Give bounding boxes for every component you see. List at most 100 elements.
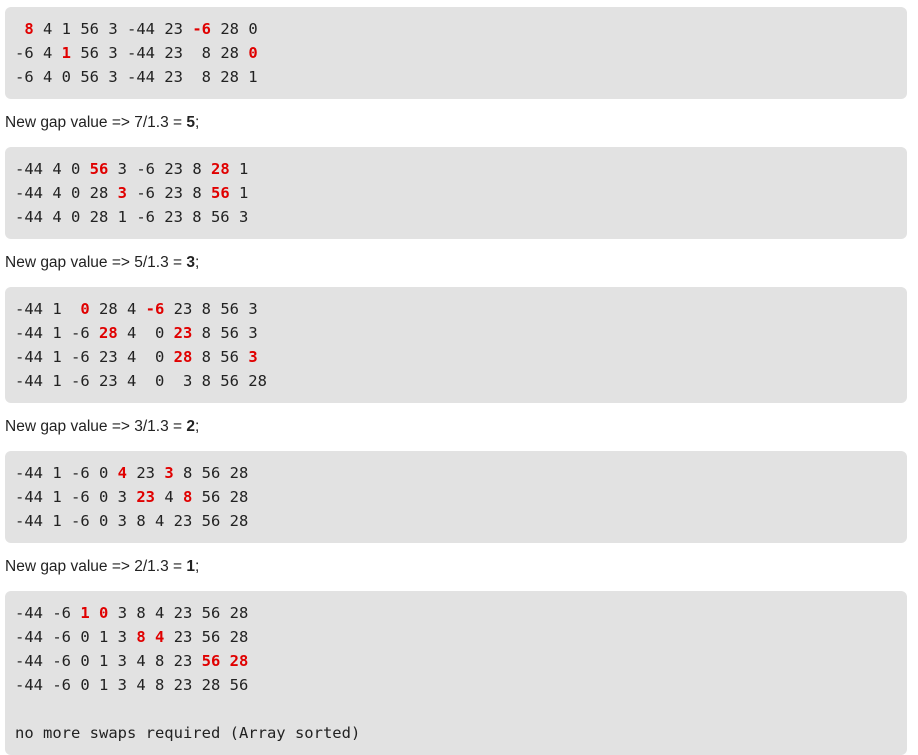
code-text: -44 1 -6 0 3 8 4 23 56 28 xyxy=(15,512,249,530)
swapped-value: 3 xyxy=(117,184,127,202)
code-text: 8 56 3 xyxy=(192,324,258,342)
code-line: -6 4 0 56 3 -44 23 8 28 1 xyxy=(15,65,897,89)
code-line: -44 -6 0 1 3 4 8 23 56 28 xyxy=(15,649,897,673)
swapped-value: 8 xyxy=(183,488,193,506)
swapped-value: 28 xyxy=(229,652,249,670)
code-line: -44 1 0 28 4 -6 23 8 56 3 xyxy=(15,297,897,321)
gap-suffix: ; xyxy=(195,558,200,575)
code-line: no more swaps required (Array sorted) xyxy=(15,721,897,745)
code-line: -44 1 -6 23 4 0 28 8 56 3 xyxy=(15,345,897,369)
code-text: 28 0 xyxy=(211,20,258,38)
code-line: -44 4 0 28 3 -6 23 8 56 1 xyxy=(15,181,897,205)
gap-label: New gap value => 2/1.3 = xyxy=(5,558,187,575)
code-text: -44 -6 xyxy=(15,604,81,622)
code-block: -44 1 -6 0 4 23 3 8 56 28 -44 1 -6 0 3 23… xyxy=(5,451,907,543)
code-line: -44 4 0 28 1 -6 23 8 56 3 xyxy=(15,205,897,229)
code-block: 8 4 1 56 3 -44 23 -6 28 0 -6 4 1 56 3 -44… xyxy=(5,7,907,99)
code-text: -6 23 8 xyxy=(127,184,211,202)
gap-label: New gap value => 3/1.3 = xyxy=(5,418,187,435)
code-text: 1 xyxy=(229,160,249,178)
code-text: -44 4 0 28 xyxy=(15,184,118,202)
code-text: -44 -6 0 1 3 4 8 23 xyxy=(15,652,202,670)
code-block: -44 -6 1 0 3 8 4 23 56 28 -44 -6 0 1 3 8 … xyxy=(5,591,907,755)
code-line: -44 1 -6 0 3 23 4 8 56 28 xyxy=(15,485,897,509)
code-text: -44 -6 0 1 3 xyxy=(15,628,137,646)
code-text: no more swaps required (Array sorted) xyxy=(15,724,361,742)
code-line: -44 1 -6 0 4 23 3 8 56 28 xyxy=(15,461,897,485)
code-text xyxy=(220,652,229,670)
gap-suffix: ; xyxy=(195,418,200,435)
code-text: 4 0 xyxy=(117,324,174,342)
swapped-value: 0 xyxy=(99,604,109,622)
swapped-value: 8 xyxy=(24,20,34,38)
code-text xyxy=(90,604,99,622)
gap-label: New gap value => 5/1.3 = xyxy=(5,254,187,271)
code-text: -44 1 -6 0 xyxy=(15,464,118,482)
code-text: 23 8 56 3 xyxy=(164,300,258,318)
blank-line xyxy=(15,697,897,721)
swapped-value: 4 xyxy=(155,628,165,646)
code-text xyxy=(15,20,24,38)
code-text: 56 3 -44 23 8 28 xyxy=(71,44,249,62)
gap-value: 3 xyxy=(186,254,196,271)
code-text: 3 8 4 23 56 28 xyxy=(108,604,249,622)
swapped-value: 56 xyxy=(211,184,230,202)
code-text: -44 1 -6 23 4 0 3 8 56 28 xyxy=(15,372,267,390)
swapped-value: 0 xyxy=(80,300,90,318)
swapped-value: 23 xyxy=(136,488,155,506)
gap-value-line: New gap value => 2/1.3 = 1; xyxy=(5,557,907,577)
code-text: -6 4 xyxy=(15,44,62,62)
code-text: 28 4 xyxy=(89,300,146,318)
code-line: -44 1 -6 28 4 0 23 8 56 3 xyxy=(15,321,897,345)
gap-value-line: New gap value => 5/1.3 = 3; xyxy=(5,253,907,273)
gap-value: 2 xyxy=(186,418,196,435)
swapped-value: 3 xyxy=(248,348,258,366)
code-line: -44 1 -6 23 4 0 3 8 56 28 xyxy=(15,369,897,393)
swapped-value: 28 xyxy=(173,348,193,366)
code-line: -44 -6 0 1 3 4 8 23 28 56 xyxy=(15,673,897,697)
code-line: -44 -6 1 0 3 8 4 23 56 28 xyxy=(15,601,897,625)
swapped-value: 28 xyxy=(210,160,230,178)
code-block: -44 4 0 56 3 -6 23 8 28 1 -44 4 0 28 3 -6… xyxy=(5,147,907,239)
gap-suffix: ; xyxy=(195,254,200,271)
code-block: -44 1 0 28 4 -6 23 8 56 3 -44 1 -6 28 4 0… xyxy=(5,287,907,403)
gap-label: New gap value => 7/1.3 = xyxy=(5,114,187,131)
code-line: -44 1 -6 0 3 8 4 23 56 28 xyxy=(15,509,897,533)
code-text: 4 xyxy=(155,488,183,506)
code-line: -6 4 1 56 3 -44 23 8 28 0 xyxy=(15,41,897,65)
swapped-value: 28 xyxy=(99,324,118,342)
swapped-value: 4 xyxy=(117,464,127,482)
code-text: 3 -6 23 8 xyxy=(108,160,211,178)
swapped-value: 0 xyxy=(248,44,258,62)
swapped-value: 8 xyxy=(136,628,146,646)
code-text: -6 4 0 56 3 -44 23 8 28 1 xyxy=(15,68,258,86)
code-text: -44 1 -6 23 4 0 xyxy=(15,348,174,366)
swapped-value: 56 xyxy=(89,160,109,178)
code-text: 1 xyxy=(229,184,249,202)
code-text: -44 4 0 xyxy=(15,160,90,178)
swapped-value: 1 xyxy=(80,604,90,622)
code-text: 8 56 28 xyxy=(173,464,249,482)
gap-value: 1 xyxy=(186,558,196,575)
gap-value: 5 xyxy=(186,114,196,131)
code-line: -44 4 0 56 3 -6 23 8 28 1 xyxy=(15,157,897,181)
code-line: 8 4 1 56 3 -44 23 -6 28 0 xyxy=(15,17,897,41)
code-line: -44 -6 0 1 3 8 4 23 56 28 xyxy=(15,625,897,649)
code-text: 4 1 56 3 -44 23 xyxy=(33,20,193,38)
swapped-value: -6 xyxy=(145,300,165,318)
code-text: -44 -6 0 1 3 4 8 23 28 56 xyxy=(15,676,249,694)
code-text xyxy=(146,628,155,646)
swapped-value: 56 xyxy=(201,652,221,670)
code-text: 23 xyxy=(127,464,165,482)
swapped-value: 3 xyxy=(164,464,174,482)
code-text: 8 56 xyxy=(192,348,249,366)
gap-value-line: New gap value => 3/1.3 = 2; xyxy=(5,417,907,437)
gap-value-line: New gap value => 7/1.3 = 5; xyxy=(5,113,907,133)
swapped-value: 23 xyxy=(173,324,193,342)
swapped-value: 1 xyxy=(61,44,72,62)
code-text: 23 56 28 xyxy=(164,628,249,646)
code-text: -44 1 -6 0 3 xyxy=(15,488,137,506)
code-text: -44 1 -6 xyxy=(15,324,99,342)
code-text: -44 1 xyxy=(15,300,81,318)
